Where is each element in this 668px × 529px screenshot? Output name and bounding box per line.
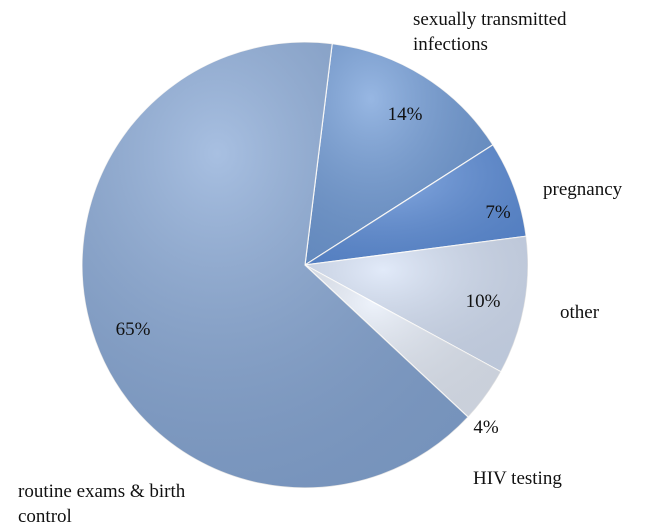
slice-value-label: 14% [387,104,423,125]
slice-value-label: 7% [485,202,511,223]
slice-shade [305,236,528,372]
slice-value-label: 65% [115,319,151,340]
slice-name: pregnancy [543,179,623,200]
slice-shade [305,43,493,266]
slice-name: routine exams & birth control [18,481,186,527]
slice-shade [305,144,527,265]
slice-value-label: 4% [473,417,499,438]
slice-shade [305,265,501,418]
slice-name: sexually transmitted infections [413,9,567,55]
slice-value-label: 10% [465,291,501,312]
slice-shade [82,42,469,488]
slice-name: other [560,302,600,323]
slice-name: HIV testing [473,468,562,489]
